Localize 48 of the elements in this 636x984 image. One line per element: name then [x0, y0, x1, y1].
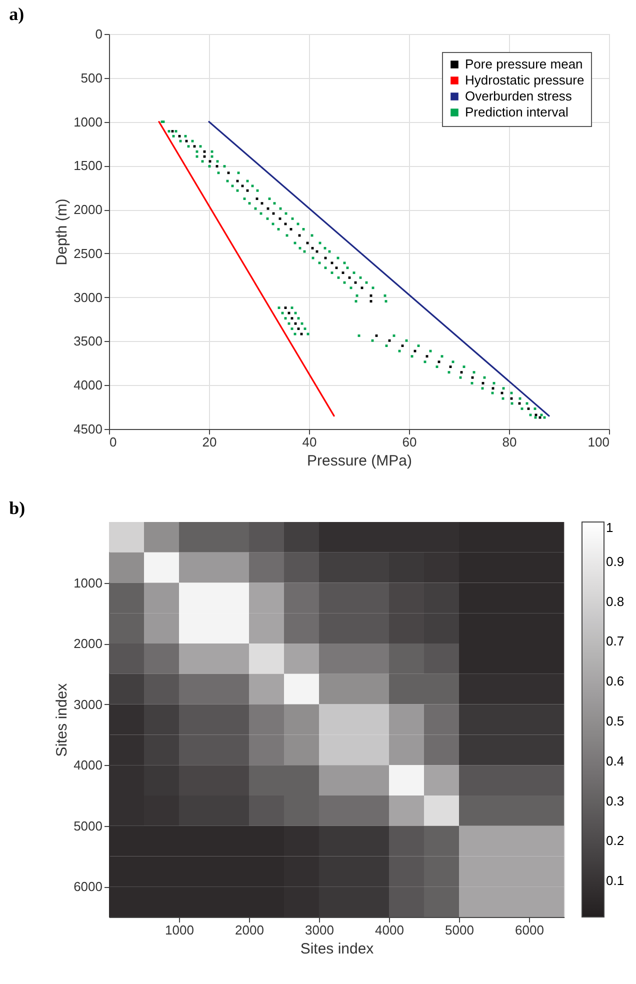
y-tick-label: 4500	[74, 422, 102, 436]
color-bar-label: 0.7	[606, 634, 624, 649]
y-tick-label: 4000	[74, 758, 102, 773]
y-tick-label: 0	[95, 26, 102, 42]
color-bar-label: 0.9	[606, 554, 624, 569]
y-tick-label: 2000	[74, 202, 102, 218]
y-tick-label: 1000	[74, 114, 102, 130]
y-tick-label: 3500	[74, 334, 102, 349]
x-tick-label: 1000	[165, 922, 194, 938]
y-tick-label: 6000	[74, 879, 102, 894]
x-tick-label: 60	[402, 434, 417, 450]
color-bar-label: 1	[606, 520, 614, 535]
x-tick-label: 4000	[375, 922, 404, 938]
color-bar-label: 0.4	[606, 753, 624, 768]
color-bar-label: 0.5	[606, 713, 624, 728]
color-bar-label: 0.2	[606, 833, 624, 848]
chart-title: a)	[9, 4, 24, 24]
x-tick-label: 20	[202, 434, 217, 450]
x-tick-label: 0	[110, 434, 117, 450]
color-bar-label: 0.3	[606, 793, 624, 808]
legend-label: Hydrostatic pressure	[465, 72, 584, 88]
x-tick-label: 40	[302, 434, 317, 450]
legend-label: Prediction interval	[465, 104, 568, 120]
x-tick-label: 6000	[515, 922, 544, 938]
chart-title: b)	[9, 498, 26, 518]
color-bar-label: 0.6	[606, 674, 624, 689]
y-tick-label: 4000	[74, 378, 102, 393]
x-tick-label: 5000	[445, 922, 474, 938]
x-axis-title: Sites index	[300, 940, 374, 958]
y-tick-label: 2500	[74, 246, 102, 261]
y-tick-label: 3000	[74, 696, 102, 712]
y-tick-label: 1500	[74, 158, 102, 174]
y-axis-title: Sites index	[54, 682, 71, 757]
x-tick-label: 2000	[235, 922, 264, 938]
legend-label: Overburden stress	[465, 88, 572, 104]
y-tick-label: 2000	[74, 636, 102, 652]
y-tick-label: 1000	[74, 575, 102, 590]
color-bar-label: 0.8	[606, 594, 624, 609]
color-bar-label: 0.1	[606, 873, 624, 888]
x-tick-label: 3000	[305, 922, 334, 938]
y-tick-label: 500	[80, 70, 102, 86]
y-tick-label: 5000	[74, 818, 102, 834]
x-tick-label: 80	[502, 434, 517, 450]
x-axis-title: Pressure (MPa)	[306, 452, 412, 470]
y-axis-title: Depth (m)	[54, 198, 71, 266]
legend-label: Pore pressure mean	[465, 56, 583, 72]
y-tick-label: 3000	[74, 290, 102, 305]
x-tick-label: 100	[588, 434, 610, 450]
